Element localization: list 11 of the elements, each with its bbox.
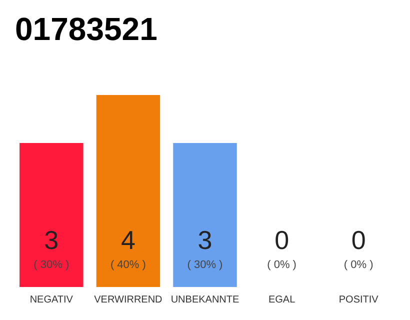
data-label: 0 ( 0% ) — [344, 225, 374, 271]
x-tick-label: UNBEKANNTE — [170, 294, 240, 306]
data-label: 3 ( 30% ) — [34, 225, 70, 271]
x-tick-label: NEGATIV — [30, 294, 74, 306]
x-tick-label: EGAL — [268, 294, 296, 306]
data-label: 0 ( 0% ) — [267, 225, 296, 271]
x-tick-label: POSITIV — [338, 294, 379, 306]
x-tick-label: VERWIRREND — [94, 294, 162, 306]
data-label: 3 ( 30% ) — [187, 225, 223, 271]
data-label: 4 ( 40% ) — [110, 225, 146, 271]
chart-title: 01783521 — [15, 11, 158, 47]
